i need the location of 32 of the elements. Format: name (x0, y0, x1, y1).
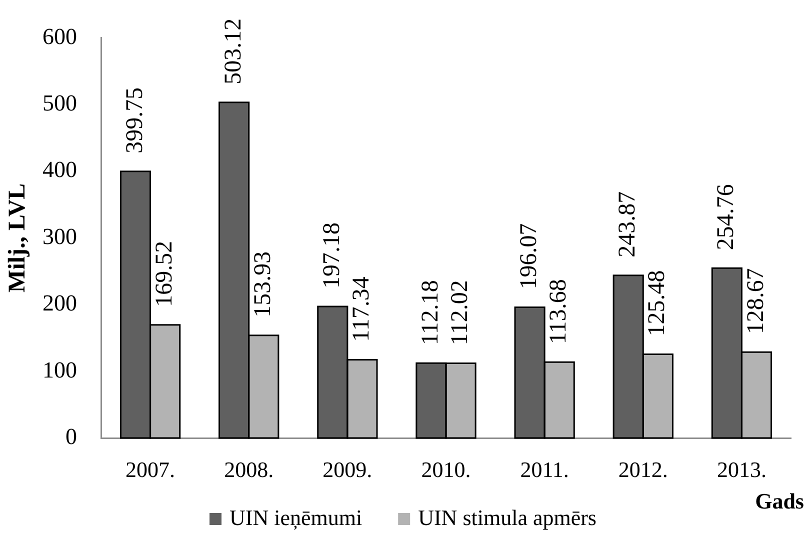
data-label: 128.67 (742, 268, 769, 334)
y-tick-label: 100 (42, 357, 77, 382)
x-tick-label: 2011. (520, 456, 569, 482)
x-axis-title: Gads (755, 488, 804, 514)
data-label: 243.87 (614, 191, 641, 258)
data-label: 125.48 (644, 270, 670, 336)
y-tick-label: 500 (42, 90, 77, 116)
x-tick-label: 2009. (322, 456, 372, 482)
data-label: 197.18 (318, 222, 345, 288)
data-label: 169.52 (151, 240, 178, 307)
y-tick-label: 0 (66, 424, 77, 450)
legend-label: UIN ieņēmumi (230, 504, 362, 530)
y-tick-label: 300 (42, 224, 77, 249)
x-tick-label: 2012. (618, 456, 668, 482)
data-label: 113.68 (546, 279, 572, 344)
x-tick-label: 2013. (716, 456, 766, 482)
x-tick-label: 2010. (421, 456, 471, 482)
y-tick-label: 400 (42, 157, 77, 182)
data-label: 112.02 (447, 280, 474, 346)
data-label: 399.75 (122, 87, 148, 154)
x-tick-label: 2008. (224, 456, 274, 482)
y-axis-title: Milj., LVL (4, 183, 31, 292)
data-label: 112.18 (418, 280, 444, 346)
data-label: 153.93 (250, 251, 276, 318)
data-label: 196.07 (516, 223, 542, 290)
data-label: 254.76 (713, 184, 740, 250)
x-tick-label: 2007. (126, 456, 176, 482)
data-label: 503.12 (220, 18, 246, 84)
y-tick-label: 600 (42, 24, 77, 49)
legend-label: UIN stimula apmērs (418, 504, 596, 530)
y-tick-label: 200 (42, 290, 77, 316)
data-label: 117.34 (348, 276, 375, 342)
